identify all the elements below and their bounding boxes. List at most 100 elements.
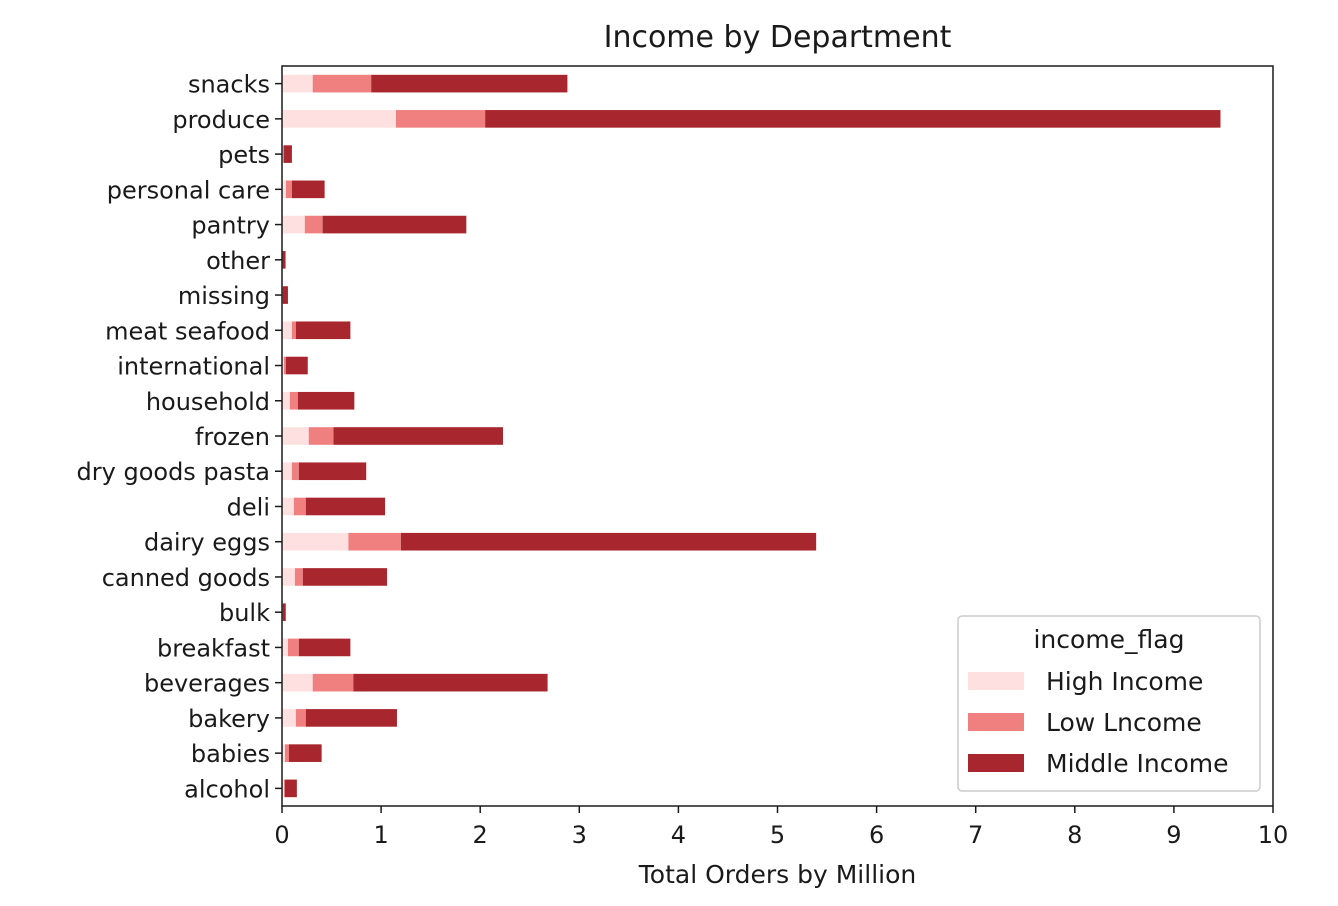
y-tick-label: pets: [218, 141, 270, 169]
legend-label: High Income: [1046, 667, 1203, 696]
bar-deli-low-lncome: [293, 497, 306, 516]
legend-label: Middle Income: [1046, 749, 1229, 778]
y-tick-label: pantry: [191, 212, 270, 240]
bar-bulk-middle-income: [282, 603, 286, 621]
bar-meat-seafood-high-income: [282, 321, 292, 340]
x-axis: 0 1 2 3 4 5 6 7 8 9 10: [274, 806, 1288, 849]
bar-alcohol-middle-income: [284, 779, 297, 798]
x-tick-label: 8: [1067, 821, 1082, 849]
legend: income_flag High Income Low Lncome Middle …: [957, 615, 1261, 792]
y-tick-label: missing: [178, 282, 270, 310]
y-tick-label: alcohol: [184, 775, 270, 803]
bar-deli-middle-income: [305, 497, 386, 516]
bar-deli-high-income: [282, 497, 294, 516]
legend-label: Low Lncome: [1046, 708, 1202, 737]
bar-alcohol-high-income: [282, 779, 284, 798]
bar-produce-middle-income: [485, 110, 1221, 128]
bar-dairy-eggs-middle-income: [400, 532, 817, 551]
bar-international-high-income: [282, 356, 284, 375]
legend-swatch-high-income: [968, 672, 1024, 690]
bar-canned-goods-high-income: [282, 568, 295, 586]
bar-babies-middle-income: [288, 744, 322, 762]
bar-household-high-income: [282, 391, 290, 410]
plot-frame: [281, 65, 1274, 807]
bar-personal-care-low-lncome: [285, 180, 292, 199]
bar-international-low-lncome: [283, 356, 286, 375]
y-tick-label: personal care: [107, 176, 270, 204]
bar-snacks-high-income: [282, 74, 313, 93]
bar-bakery-middle-income: [305, 709, 397, 727]
y-tick-label: canned goods: [102, 564, 270, 592]
legend-box: [957, 615, 1261, 792]
bar-frozen-high-income: [282, 427, 309, 445]
x-axis-label: Total Orders by Million: [638, 860, 916, 889]
x-tick-label: 5: [770, 821, 785, 849]
bar-dry-goods-pasta-middle-income: [298, 462, 367, 481]
bar-other-middle-income: [282, 251, 286, 269]
y-tick-label: deli: [227, 493, 270, 521]
y-tick-label: frozen: [195, 423, 270, 451]
bar-beverages-middle-income: [353, 673, 548, 692]
legend-swatch-low-lncome: [968, 713, 1024, 731]
y-tick-label: snacks: [188, 71, 270, 99]
bar-bakery-low-lncome: [295, 709, 306, 727]
bar-missing-middle-income: [282, 286, 288, 304]
bar-canned-goods-low-lncome: [294, 568, 303, 586]
y-tick-label: international: [117, 353, 270, 381]
bar-snacks-low-lncome: [312, 74, 372, 93]
bar-meat-seafood-middle-income: [295, 321, 351, 340]
bar-dry-goods-pasta-high-income: [282, 462, 292, 481]
bar-produce-high-income: [282, 110, 396, 128]
y-tick-label: bulk: [219, 599, 270, 627]
bar-produce-low-lncome: [395, 110, 486, 128]
bar-meat-seafood-low-lncome: [291, 321, 296, 340]
bar-pantry-high-income: [282, 215, 305, 234]
x-tick-label: 0: [274, 821, 289, 849]
bar-international-middle-income: [285, 356, 308, 375]
legend-title: income_flag: [1033, 625, 1184, 654]
y-tick-label: bakery: [188, 705, 270, 733]
y-tick-label: other: [206, 247, 270, 275]
bar-canned-goods-middle-income: [302, 568, 388, 586]
bar-beverages-high-income: [282, 673, 313, 692]
bar-babies-high-income: [282, 744, 285, 762]
y-axis: alcohol babies bakery beverages breakfast bul…: [77, 71, 282, 803]
chart-title: Income by Department: [604, 20, 952, 55]
y-tick-label: produce: [172, 106, 270, 134]
bar-alcohol-low-lncome: [283, 779, 285, 798]
bar-pets-low-lncome: [282, 145, 284, 163]
bar-pets-middle-income: [283, 145, 292, 163]
bar-breakfast-high-income: [282, 638, 288, 657]
bar-pantry-middle-income: [322, 215, 467, 234]
y-tick-label: household: [146, 388, 270, 416]
bar-household-middle-income: [297, 391, 355, 410]
bar-beverages-low-lncome: [312, 673, 354, 692]
bar-personal-care-high-income: [282, 180, 286, 199]
bar-babies-low-lncome: [284, 744, 289, 762]
x-tick-label: 9: [1166, 821, 1181, 849]
bar-household-low-lncome: [289, 391, 298, 410]
bar-dairy-eggs-high-income: [282, 532, 349, 551]
y-tick-label: beverages: [144, 670, 270, 698]
bars-layer: [282, 74, 1221, 798]
legend-swatch-middle-income: [968, 754, 1024, 772]
bar-pantry-low-lncome: [304, 215, 323, 234]
x-tick-label: 4: [671, 821, 686, 849]
y-tick-label: dairy eggs: [144, 529, 270, 557]
bar-bakery-high-income: [282, 709, 296, 727]
bar-dry-goods-pasta-low-lncome: [291, 462, 299, 481]
bar-snacks-middle-income: [371, 74, 568, 93]
x-tick-label: 10: [1258, 821, 1289, 849]
x-tick-label: 7: [968, 821, 983, 849]
y-tick-label: meat seafood: [105, 317, 270, 345]
bar-personal-care-middle-income: [291, 180, 325, 199]
bar-dairy-eggs-low-lncome: [348, 532, 401, 551]
x-tick-label: 6: [869, 821, 884, 849]
y-tick-label: breakfast: [157, 634, 270, 662]
x-tick-label: 3: [572, 821, 587, 849]
y-tick-label: dry goods pasta: [77, 458, 270, 486]
bar-frozen-low-lncome: [308, 427, 334, 445]
x-tick-label: 2: [473, 821, 488, 849]
bar-frozen-middle-income: [333, 427, 503, 445]
